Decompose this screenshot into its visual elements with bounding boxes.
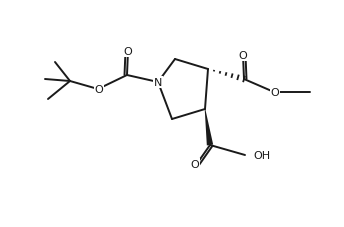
Text: O: O (239, 51, 247, 61)
Text: N: N (154, 78, 162, 88)
Text: O: O (271, 88, 279, 98)
Text: O: O (95, 85, 104, 95)
Text: O: O (191, 159, 200, 169)
Text: O: O (123, 47, 132, 57)
Text: OH: OH (253, 150, 270, 160)
Polygon shape (205, 109, 213, 146)
